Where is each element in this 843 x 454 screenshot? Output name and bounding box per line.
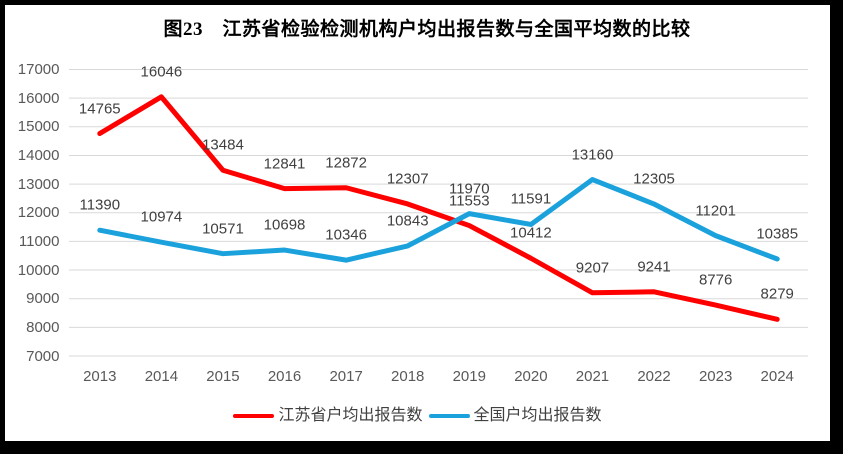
x-tick-label-2017: 2017 [329,367,363,385]
series-line-0 [97,94,780,322]
legend-swatch-1 [428,413,470,419]
x-tick-label-2019: 2019 [452,367,486,385]
data-label-2022-series1: 12305 [633,170,675,188]
y-tick-label-13000: 13000 [17,175,60,193]
x-tick-label-2023: 2023 [698,367,733,385]
data-label-2016-series1: 10698 [263,216,306,234]
legend-label-0: 江苏省户均出报告数 [278,407,423,424]
series-line-1 [97,177,780,263]
x-tick-label-2021: 2021 [575,367,610,385]
series-lines [97,94,780,322]
data-label-2014-series0: 16046 [140,63,183,81]
y-tick-label-10000: 10000 [17,261,60,279]
x-tick-label-2020: 2020 [514,367,548,385]
y-tick-label-8000: 8000 [26,318,60,336]
data-label-2019-series1: 11970 [448,180,490,198]
data-label-2017-series1: 10346 [325,226,367,244]
x-tick-label-2022: 2022 [637,367,671,385]
y-tick-label-12000: 12000 [17,204,60,222]
x-tick-label-2013: 2013 [83,367,117,385]
data-label-2020-series1: 11591 [510,190,552,208]
x-tick-label-2024: 2024 [760,367,794,385]
data-label-2023-series1: 11201 [695,202,736,220]
y-tick-label-17000: 17000 [17,61,60,78]
data-label-2013-series0: 14765 [78,100,121,118]
y-tick-label-14000: 14000 [17,146,60,164]
data-label-2024-series1: 10385 [756,225,799,243]
legend-swatch-0 [233,413,275,419]
y-tick-label-7000: 7000 [26,347,60,365]
data-label-2013-series1: 11390 [79,196,121,214]
data-label-2021-series1: 13160 [571,146,614,164]
data-label-2023-series0: 8776 [698,271,733,289]
data-label-2018-series1: 10843 [386,212,429,230]
y-tick-label-16000: 16000 [17,89,60,107]
data-label-2022-series0: 9241 [637,258,671,276]
chart-title: 图23 江苏省检验检测机构户均出报告数与全国平均数的比较 [163,19,691,40]
gridlines [69,69,808,357]
chart-legend: 江苏省户均出报告数 全国户均出报告数 [5,407,830,425]
chart-plot-container: 图23 江苏省检验检测机构户均出报告数与全国平均数的比较 17000 16000 1… [5,5,830,441]
x-tick-label-2015: 2015 [206,367,240,385]
data-label-2024-series0: 8279 [760,285,794,303]
x-tick-label-2016: 2016 [267,367,302,385]
data-label-2021-series0: 9207 [575,259,610,277]
x-tick-label-2014: 2014 [144,367,179,385]
y-tick-label-11000: 11000 [18,232,60,250]
x-tick-label-2018: 2018 [391,367,425,385]
data-label-2016-series0: 12841 [263,155,306,173]
data-label-2015-series0: 13484 [202,136,244,154]
y-tick-label-9000: 9000 [26,290,60,308]
data-label-2019-series0: 11553 [448,192,490,210]
data-label-2015-series1: 10571 [202,220,244,238]
y-tick-label-15000: 15000 [17,118,60,136]
legend-item-0: 江苏省户均出报告数 [233,407,423,425]
data-label-2014-series1: 10974 [140,208,183,226]
data-label-2018-series0: 12307 [386,170,429,188]
line-chart [69,69,808,357]
legend-item-1: 全国户均出报告数 [428,407,602,425]
legend-label-1: 全国户均出报告数 [473,407,602,424]
data-label-2017-series0: 12872 [325,154,367,172]
data-label-2020-series0: 10412 [510,224,552,242]
